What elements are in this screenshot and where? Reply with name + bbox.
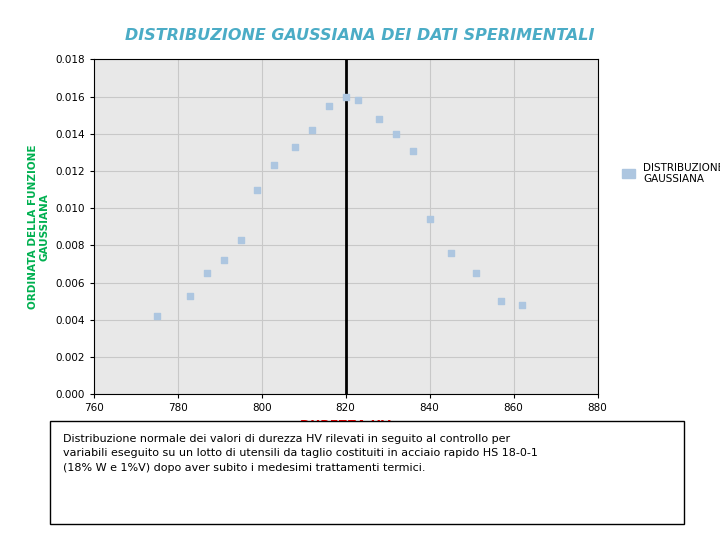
Point [269,161,280,170]
Point [306,126,318,134]
Point [470,269,482,278]
Point [424,215,436,224]
Y-axis label: ORDINATA DELLA FUNZIONE
GAUSSIANA: ORDINATA DELLA FUNZIONE GAUSSIANA [28,145,50,309]
Point [323,102,335,110]
Text: Distribuzione normale dei valori di durezza HV rilevati in seguito al controllo : Distribuzione normale dei valori di dure… [63,434,538,473]
Point [150,312,162,320]
FancyBboxPatch shape [50,421,684,524]
Point [407,146,418,155]
Legend: DISTRIBUZIONE
GAUSSIANA: DISTRIBUZIONE GAUSSIANA [618,158,720,188]
Point [184,291,196,300]
Point [252,185,264,194]
Point [340,92,351,101]
Point [495,297,507,306]
Text: DISTRIBUZIONE GAUSSIANA DEI DATI SPERIMENTALI: DISTRIBUZIONE GAUSSIANA DEI DATI SPERIME… [125,28,595,43]
Point [516,301,528,309]
Point [353,96,364,105]
Point [202,269,213,278]
Point [390,130,402,138]
Point [218,256,230,265]
X-axis label: DUREZZA HV: DUREZZA HV [300,419,391,432]
Point [445,248,456,257]
Point [235,235,246,244]
Point [289,143,301,151]
Point [374,114,385,123]
